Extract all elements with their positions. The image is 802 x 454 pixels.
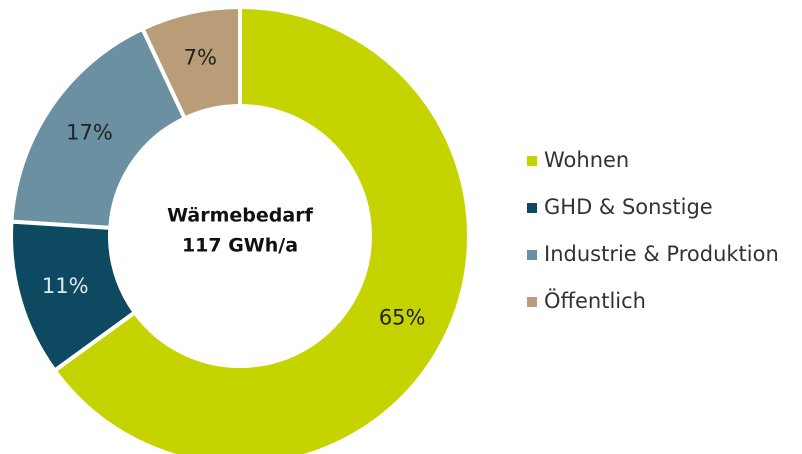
legend-marker xyxy=(527,203,537,213)
legend-marker xyxy=(527,250,537,260)
center-label: Wärmebedarf xyxy=(167,205,313,227)
data-label: 17% xyxy=(66,121,113,145)
legend-marker xyxy=(527,156,537,166)
legend-label: Wohnen xyxy=(544,148,629,172)
legend-label: GHD & Sonstige xyxy=(544,195,713,219)
legend-marker xyxy=(527,297,537,307)
data-label: 7% xyxy=(184,45,217,69)
data-label: 11% xyxy=(42,274,89,298)
legend-label: Industrie & Produktion xyxy=(544,242,779,266)
data-label: 65% xyxy=(379,306,426,330)
legend-label: Öffentlich xyxy=(544,288,646,313)
donut-segment xyxy=(51,4,471,454)
center-label: 117 GWh/a xyxy=(182,235,298,257)
donut-segment xyxy=(9,26,188,230)
